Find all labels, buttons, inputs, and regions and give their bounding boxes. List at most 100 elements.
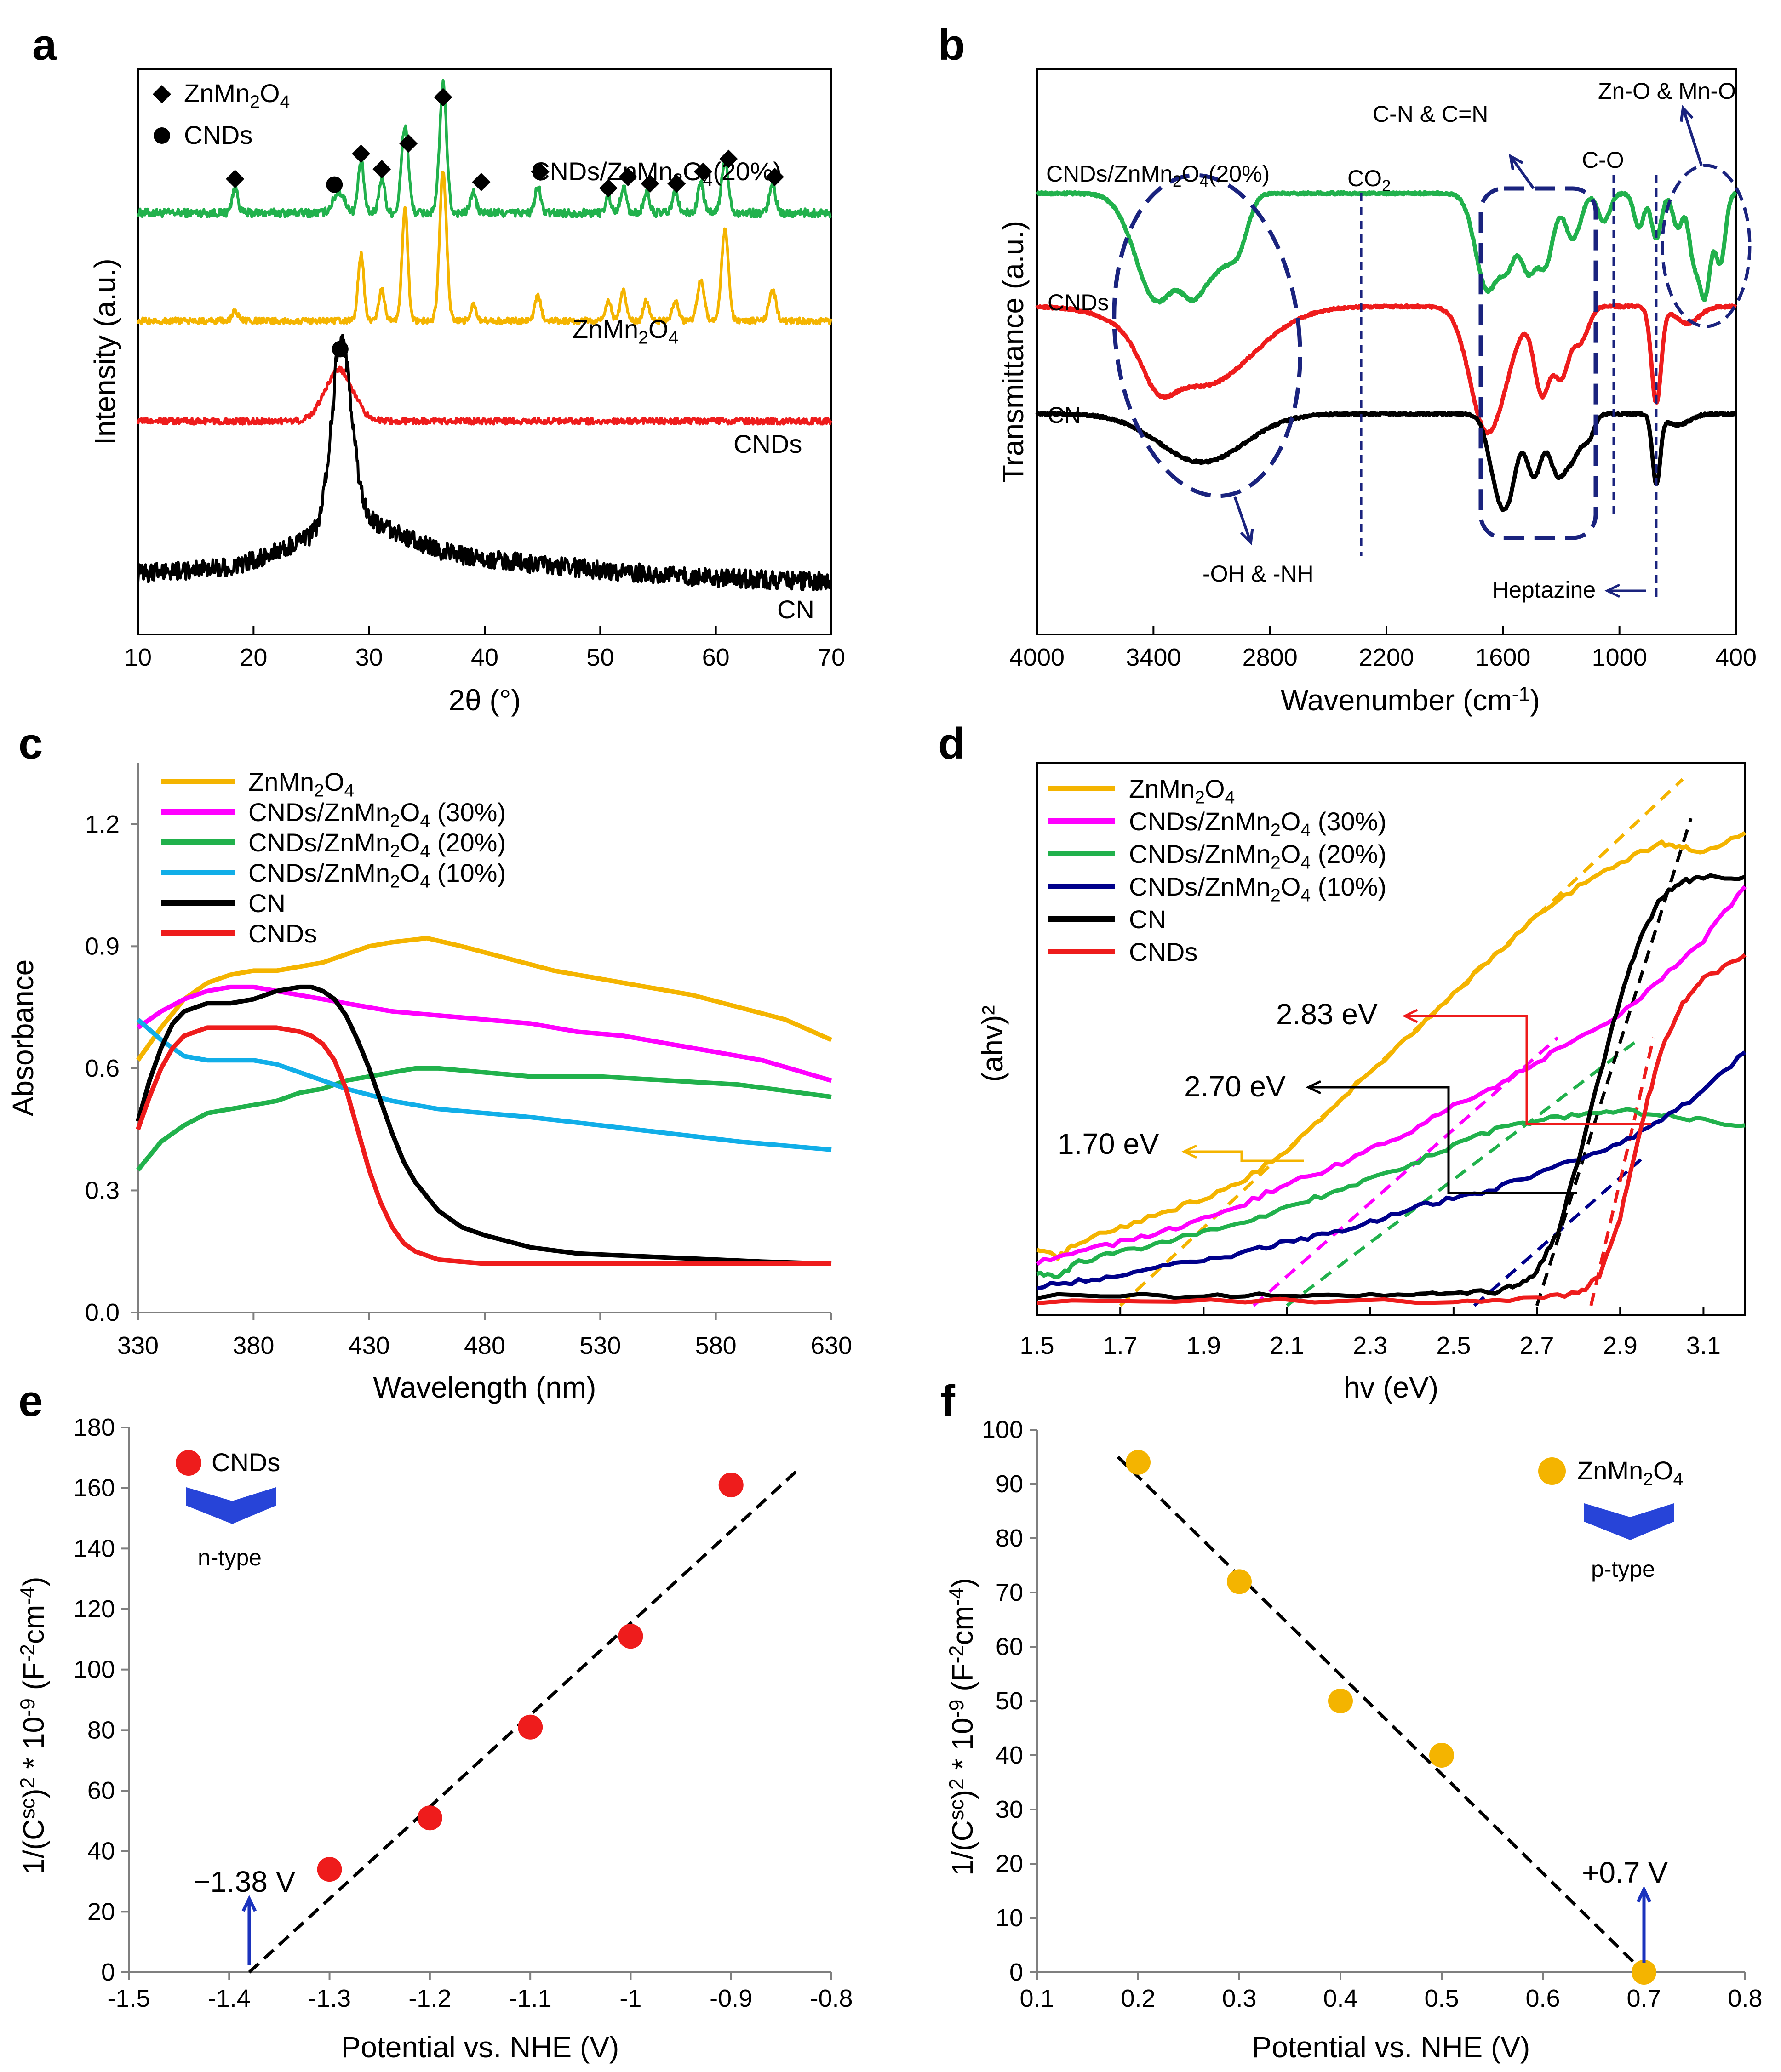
- text-run: O: [400, 828, 420, 857]
- text-run: ZnMn: [1577, 1456, 1643, 1485]
- text-run: 2: [673, 171, 683, 190]
- legend-label: CNDs: [248, 919, 317, 948]
- cn-arrow: [1509, 155, 1535, 189]
- metal-oxide-arrow: [1682, 108, 1703, 166]
- y-axis-title: Absorbance: [6, 959, 40, 1117]
- legend-label: CNDs/ZnMn2O4 (30%): [248, 798, 506, 831]
- text-run: cm: [17, 1605, 50, 1644]
- heptazine-arrow-head: [1604, 583, 1621, 598]
- y-tick-label: 40: [87, 1838, 115, 1865]
- x-axis-title: Wavelength (nm): [373, 1371, 596, 1404]
- text-run: 2: [1643, 1470, 1653, 1490]
- text-run: ): [17, 1788, 50, 1798]
- y-axis-title: 1/(Csc)2 * 10-9 (F-2cm-4): [16, 1577, 50, 1875]
- series-label: CNDs: [733, 429, 802, 458]
- text-run: -9: [945, 1700, 968, 1718]
- y-tick-label: 80: [996, 1524, 1023, 1552]
- y-tick-label: 0.6: [85, 1055, 120, 1082]
- text-run: * 10: [946, 1718, 979, 1778]
- x-tick-label: 2200: [1359, 644, 1414, 671]
- y-axis-title: Transmittance (a.u.): [996, 221, 1030, 483]
- cnds-peak-marker: [326, 176, 343, 193]
- series-label: CNDs/ZnMn2O4(20%): [1046, 161, 1270, 190]
- x-tick-label: -0.8: [810, 1985, 853, 2012]
- xrd-series-CN: [137, 334, 832, 592]
- text-run: ): [946, 1790, 979, 1799]
- x-tick-label: -1.2: [408, 1985, 451, 2012]
- x-tick-label: 70: [818, 644, 845, 671]
- text-run: 2: [1271, 886, 1281, 906]
- ftir-series-CNDs: [1035, 303, 1737, 436]
- y-tick-label: 0.9: [85, 932, 120, 960]
- znmn2o4-peak-marker: [765, 167, 784, 186]
- tauc-series-CNDs/ZnMn2O4 (30%): [1036, 885, 1747, 1266]
- band-gap-arrow-cn-head: [1306, 1080, 1322, 1095]
- tauc-series-ZnMn2O4: [1036, 831, 1747, 1261]
- y-tick-label: 20: [996, 1850, 1023, 1878]
- panel-c-absorbance: c 330 380 430 480 530 580 630 0.0 0.3 0.6 0.9 1.2 Wav…: [6, 719, 852, 1404]
- legend-label: ZnMn2O4: [184, 79, 290, 112]
- text-run: 2: [1173, 172, 1181, 190]
- metal-oxide-arrow-head: [1679, 105, 1694, 122]
- x-tick-label: 0.5: [1424, 1985, 1459, 2012]
- text-run: O: [324, 767, 344, 796]
- text-run: (20%): [713, 157, 781, 186]
- data-point: [518, 1714, 543, 1740]
- panel-e-mott-schottky-cnds: e -1.5 -1.4 -1.3 -1.2 -1.1 -1 -0.9 -0.8 0 20 40 60 80…: [16, 1376, 853, 2064]
- text-run: -4: [945, 1587, 968, 1606]
- panel-label: f: [940, 1376, 956, 1426]
- text-run: 2: [314, 781, 324, 801]
- flat-band-arrow-head: [241, 1895, 257, 1912]
- y-tick-label: 160: [74, 1474, 115, 1502]
- znmn2o4-peak-marker: [694, 162, 713, 181]
- text-run: 4: [1225, 788, 1235, 808]
- series-label: CNDs: [1048, 290, 1109, 315]
- x-tick-label: 1.9: [1186, 1332, 1221, 1359]
- x-tick-label: 0.4: [1323, 1985, 1357, 2012]
- text-run: O: [683, 157, 703, 186]
- text-run: O: [400, 858, 420, 887]
- y-axis-title: 1/(Csc)2 * 10-9 (F-2cm-4): [945, 1578, 979, 1876]
- x-tick-label: 0.3: [1222, 1985, 1256, 2012]
- y-tick-label: 50: [996, 1687, 1023, 1715]
- text-run: 2: [16, 1777, 39, 1789]
- text-run: O: [1205, 774, 1225, 803]
- text-run: 4: [420, 811, 430, 831]
- x-tick-label: 2.9: [1603, 1332, 1638, 1359]
- annotation-label: CO2: [1347, 166, 1391, 195]
- x-tick-label: 480: [464, 1332, 505, 1359]
- legend-diamond-icon: [153, 85, 171, 103]
- text-run: 4: [1199, 172, 1208, 190]
- legend-label: CN: [1129, 905, 1166, 934]
- x-tick-label: 2.1: [1270, 1332, 1304, 1359]
- y-tick-label: 60: [87, 1777, 115, 1804]
- p-type-chevron-icon: [1584, 1503, 1674, 1540]
- panel-f-mott-schottky-znmn2o4: f 0.1 0.2 0.3 0.4 0.5 0.6 0.7 0.8 0 10 20 30 40 50 60 70…: [940, 1376, 1763, 2064]
- znmn2o4-peak-marker: [372, 160, 391, 179]
- metal-oxide-region-ellipse: [1661, 164, 1752, 328]
- text-run: ): [946, 1578, 979, 1587]
- znmn2o4-peak-marker: [226, 170, 245, 188]
- y-tick-label: 140: [74, 1535, 115, 1562]
- oh-nh-arrow: [1233, 496, 1252, 543]
- x-axis-title: 2θ (°): [448, 684, 521, 717]
- oh-nh-arrow-head: [1240, 528, 1254, 546]
- panel-label: b: [938, 20, 965, 69]
- type-label: p-type: [1591, 1556, 1655, 1582]
- text-run: 2: [390, 811, 400, 831]
- legend-label: CNDs/ZnMn2O4 (10%): [248, 858, 506, 892]
- tauc-series-CNDs/ZnMn2O4 (10%): [1037, 1050, 1747, 1291]
- text-run: CNDs/ZnMn: [248, 828, 390, 857]
- text-run: (10%): [430, 858, 506, 887]
- panel-b-ftir: b 4000 3400 2800 2200 1600 1000 400 Wavenumber (…: [938, 20, 1757, 717]
- x-tick-label: 430: [349, 1332, 390, 1359]
- absorbance-series-CNDs/ZnMn2O4 (20%): [136, 1066, 832, 1172]
- legend-label: CN: [248, 889, 286, 918]
- x-tick-label: 0.6: [1525, 1985, 1560, 2012]
- legend-label: CNDs/ZnMn2O4 (10%): [1129, 872, 1386, 906]
- text-run: (F: [17, 1662, 50, 1698]
- znmn2o4-peak-marker: [472, 173, 491, 191]
- znmn2o4-peak-marker: [618, 167, 637, 186]
- legend-label: CNDs/ZnMn2O4 (30%): [1129, 807, 1386, 840]
